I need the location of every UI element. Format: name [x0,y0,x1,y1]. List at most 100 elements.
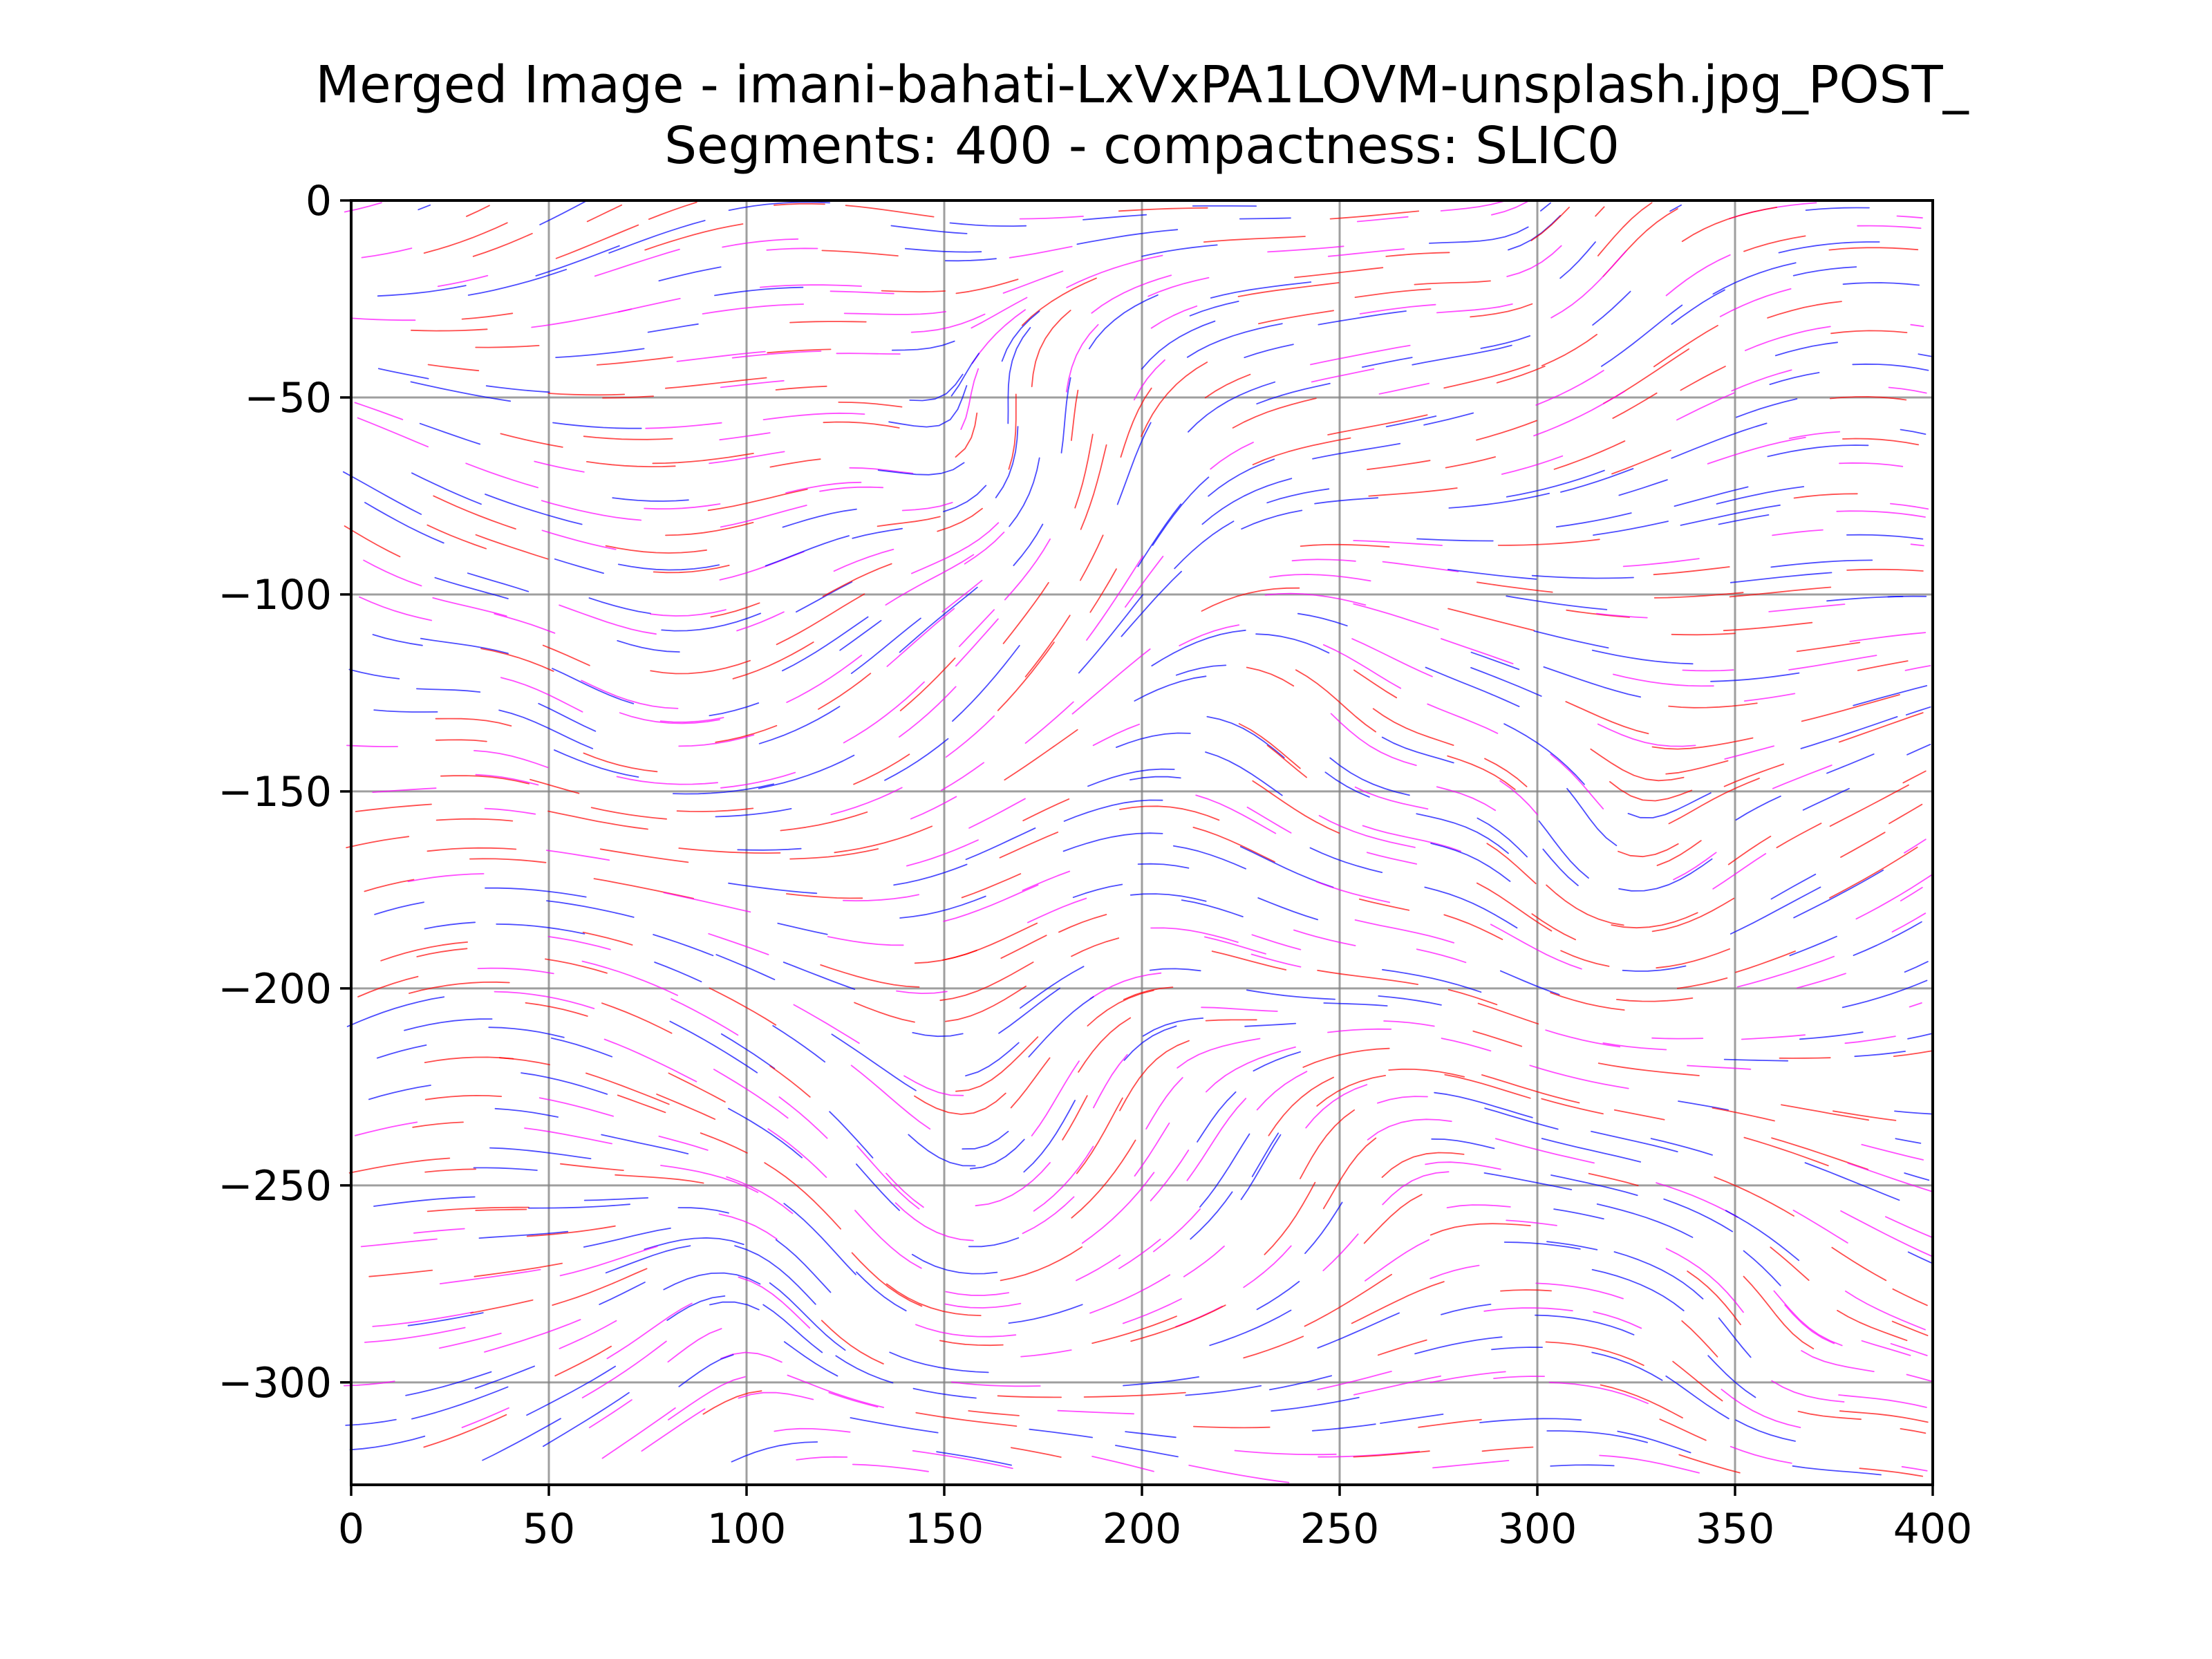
streamline [583,1197,649,1201]
streamline [1653,566,1730,576]
streamline [1416,948,1467,964]
x-tick-label-2: 100 [707,1505,787,1553]
streamline [1380,1414,1444,1424]
streamline [1130,1304,1226,1342]
streamline [1010,1057,1051,1109]
streamline [1201,1006,1278,1012]
streamline [432,597,507,617]
streamline [1895,1138,1922,1144]
streamline [1904,838,1927,854]
streamline [1730,1445,1792,1464]
streamline [531,308,632,328]
streamline [1597,202,1653,256]
streamline [594,248,680,277]
streamline [1736,398,1798,418]
streamline [1091,1315,1177,1344]
streamline [1116,422,1152,505]
streamline [668,1376,746,1421]
streamline [1559,241,1596,279]
streamline [1256,1281,1300,1311]
streamline [1550,250,1627,319]
streamline [1472,1030,1523,1047]
streamline [1093,1053,1128,1109]
streamline [1716,486,1805,505]
streamline [1847,1162,1933,1192]
streamline [672,783,774,795]
streamline [1839,462,1904,467]
streamline [1436,303,1513,314]
x-tick-label-5: 250 [1300,1505,1380,1553]
streamline [912,1032,964,1038]
streamline [762,412,865,420]
streamline [560,1163,624,1171]
streamline [1530,207,1570,241]
streamline [1310,344,1411,366]
streamline [349,1435,426,1451]
streamline [1553,440,1626,470]
streamline [1246,806,1292,834]
streamline [1028,996,1094,1058]
streamline [583,752,658,773]
streamline [1845,1291,1926,1331]
streamline [1388,1068,1465,1078]
streamline [1611,912,1698,929]
streamline [1730,886,1821,935]
streamline [1300,1109,1355,1179]
streamline [1602,1042,1667,1051]
streamline [775,385,827,391]
streamline [1004,729,1078,781]
streamline [766,247,818,251]
streamline [1137,863,1190,869]
streamline [1484,758,1528,787]
streamline [1829,846,1918,899]
streamline [1918,353,1932,357]
streamline [603,1038,697,1082]
streamline [1027,897,1087,924]
streamline [835,1355,894,1384]
streamline [617,563,720,571]
streamline [582,931,633,946]
streamline [351,317,416,321]
streamline [1076,1255,1121,1282]
streamline [1470,667,1542,697]
streamline [554,558,604,574]
streamline [945,258,997,262]
streamline [1531,574,1634,579]
streamline [409,981,510,994]
streamline [1616,997,1694,1002]
streamline [419,422,481,445]
streamline [433,495,516,529]
streamline [1893,1050,1932,1057]
streamline [1317,1371,1392,1391]
x-tick-label-4: 200 [1103,1505,1182,1553]
streamline [896,990,948,994]
streamline [1769,372,1820,385]
streamline [769,1065,811,1098]
streamline [528,1203,630,1209]
streamline [1857,660,1909,671]
streamline [1651,1037,1704,1040]
streamline [1179,624,1240,646]
streamline [1611,449,1671,475]
streamline [971,309,1026,364]
streamline [1778,241,1880,254]
streamline [884,738,949,781]
streamline [1385,415,1437,428]
streamline [1448,492,1550,509]
streamline [547,936,611,950]
streamline [1801,1350,1875,1372]
streamline [1659,1418,1707,1441]
streamline [480,648,554,672]
streamline [1745,326,1831,351]
streamline [839,619,882,651]
streamline [541,529,617,550]
streamline [359,596,433,621]
streamline [521,1072,608,1095]
streamline [1681,1320,1718,1358]
streamline [899,657,956,711]
streamline [1676,977,1728,989]
streamline [793,1004,860,1044]
streamline [678,1354,734,1387]
streamline [941,579,983,612]
streamline [789,848,879,860]
